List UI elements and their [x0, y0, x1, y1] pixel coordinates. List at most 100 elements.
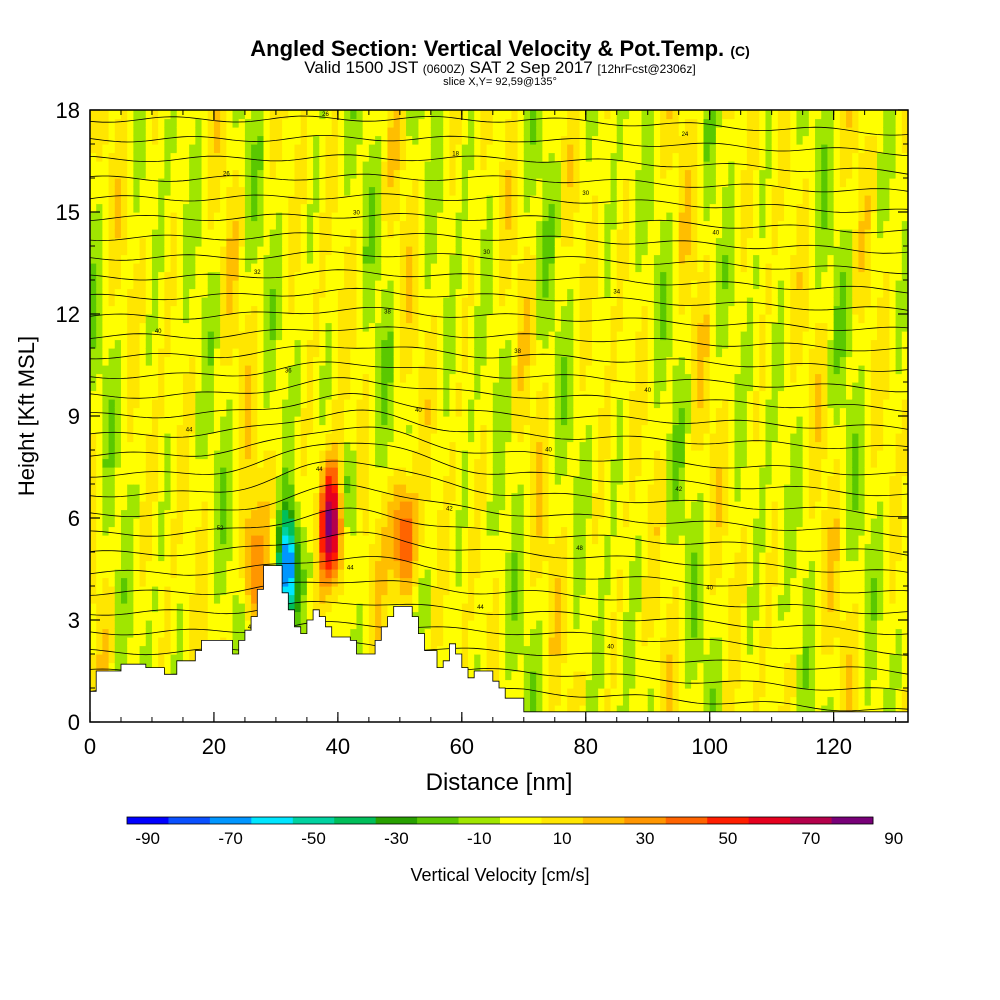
field-cell — [468, 169, 475, 179]
field-cell — [461, 186, 469, 196]
field-cell — [176, 560, 184, 570]
field-cell — [282, 152, 289, 162]
field-cell — [331, 424, 339, 434]
field-cell — [350, 254, 358, 264]
field-cell — [492, 246, 500, 256]
field-cell — [480, 203, 488, 213]
field-cell — [443, 246, 451, 256]
field-cell — [90, 501, 97, 511]
field-cell — [226, 518, 234, 528]
field-cell — [344, 254, 351, 264]
field-cell — [195, 535, 203, 545]
field-cell — [505, 178, 512, 188]
field-cell — [207, 543, 215, 553]
field-cell — [486, 586, 494, 596]
field-cell — [499, 305, 506, 315]
field-cell — [375, 543, 382, 553]
field-cell — [492, 560, 500, 570]
field-cell — [418, 416, 426, 426]
field-cell — [127, 135, 134, 145]
field-cell — [90, 152, 97, 162]
field-cell — [424, 297, 432, 307]
field-cell — [133, 399, 141, 409]
field-cell — [244, 348, 252, 358]
field-cell — [102, 552, 110, 562]
field-cell — [399, 594, 407, 604]
field-cell — [232, 603, 240, 613]
field-cell — [362, 161, 370, 171]
field-cell — [226, 254, 234, 264]
field-cell — [418, 509, 426, 519]
field-cell — [244, 263, 252, 273]
field-cell — [232, 373, 240, 383]
field-cell — [375, 577, 382, 587]
field-cell — [182, 569, 190, 579]
field-cell — [492, 297, 500, 307]
field-cell — [244, 458, 252, 468]
field-cell — [96, 356, 103, 366]
field-cell — [474, 144, 482, 154]
field-cell — [499, 288, 506, 298]
field-cell — [505, 271, 512, 281]
field-cell — [288, 450, 296, 460]
field-cell — [275, 314, 283, 324]
field-cell — [244, 518, 252, 528]
field-cell — [102, 628, 110, 638]
field-cell — [368, 288, 376, 298]
field-cell — [114, 356, 122, 366]
field-cell — [300, 492, 308, 502]
field-cell — [213, 280, 221, 290]
field-cell — [468, 288, 475, 298]
field-cell — [139, 603, 147, 613]
field-cell — [90, 620, 97, 630]
field-cell — [399, 577, 407, 587]
field-cell — [399, 458, 407, 468]
field-cell — [127, 144, 134, 154]
field-cell — [443, 560, 451, 570]
field-cell — [176, 152, 184, 162]
field-cell — [344, 416, 351, 426]
field-cell — [226, 577, 234, 587]
field-cell — [375, 212, 382, 222]
field-cell — [499, 492, 506, 502]
field-cell — [220, 467, 227, 477]
field-cell — [282, 560, 289, 570]
field-cell — [474, 280, 482, 290]
field-cell — [461, 220, 469, 230]
field-cell — [424, 628, 432, 638]
field-cell — [151, 246, 159, 256]
field-cell — [325, 552, 333, 562]
field-cell — [238, 441, 246, 451]
field-cell — [331, 450, 339, 460]
field-cell — [319, 543, 327, 553]
field-cell — [263, 560, 271, 570]
field-cell — [96, 475, 103, 485]
field-cell — [499, 263, 506, 273]
field-cell — [486, 322, 494, 332]
field-cell — [170, 484, 178, 494]
field-cell — [418, 628, 426, 638]
field-cell — [511, 535, 519, 545]
field-cell — [468, 186, 475, 196]
field-cell — [244, 467, 252, 477]
field-cell — [468, 569, 475, 579]
field-cell — [226, 509, 234, 519]
field-cell — [182, 305, 190, 315]
field-cell — [127, 586, 134, 596]
field-cell — [455, 628, 463, 638]
field-cell — [220, 195, 227, 205]
field-cell — [418, 254, 426, 264]
field-cell — [368, 433, 376, 443]
field-cell — [213, 169, 221, 179]
field-cell — [344, 560, 351, 570]
field-cell — [511, 441, 519, 451]
field-cell — [511, 586, 519, 596]
field-cell — [139, 382, 147, 392]
field-cell — [449, 450, 457, 460]
field-cell — [455, 577, 463, 587]
field-cell — [189, 450, 196, 460]
field-cell — [238, 280, 246, 290]
field-cell — [288, 280, 296, 290]
field-cell — [294, 399, 302, 409]
field-cell — [232, 620, 240, 630]
